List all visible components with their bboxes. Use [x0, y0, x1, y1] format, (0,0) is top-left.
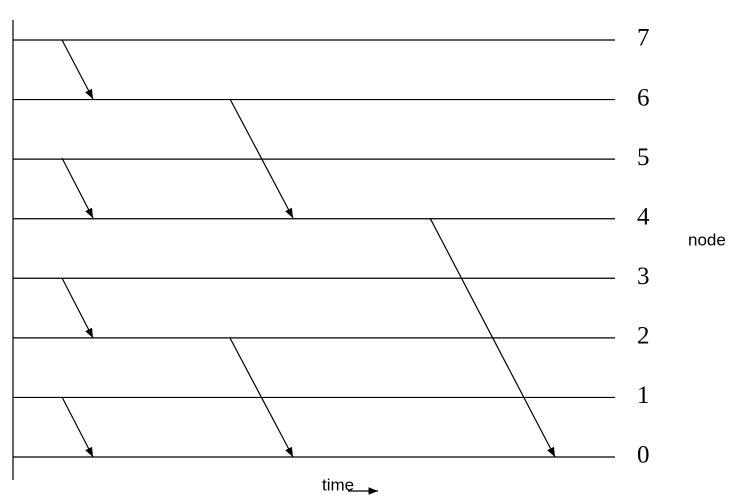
message-arrow: [61, 39, 94, 100]
x-axis-label: time: [322, 475, 354, 494]
node-label: 7: [637, 25, 650, 52]
messages: [61, 39, 556, 458]
node-label: 4: [637, 203, 650, 230]
node-label: 5: [637, 144, 650, 171]
node-label: 2: [637, 323, 650, 350]
message-arrow: [61, 157, 94, 219]
message-arrow: [429, 217, 556, 458]
message-arrow: [61, 396, 94, 458]
message-arrow: [229, 98, 294, 219]
node-label: 0: [637, 442, 650, 469]
y-axis-label: node: [688, 230, 726, 249]
message-arrow: [61, 277, 94, 339]
node-label: 3: [637, 263, 650, 290]
message-arrow: [229, 337, 294, 458]
node-rows: 7 6 5 4 3 2 1 0: [13, 25, 650, 469]
node-label: 6: [637, 84, 650, 111]
node-label: 1: [637, 382, 650, 409]
